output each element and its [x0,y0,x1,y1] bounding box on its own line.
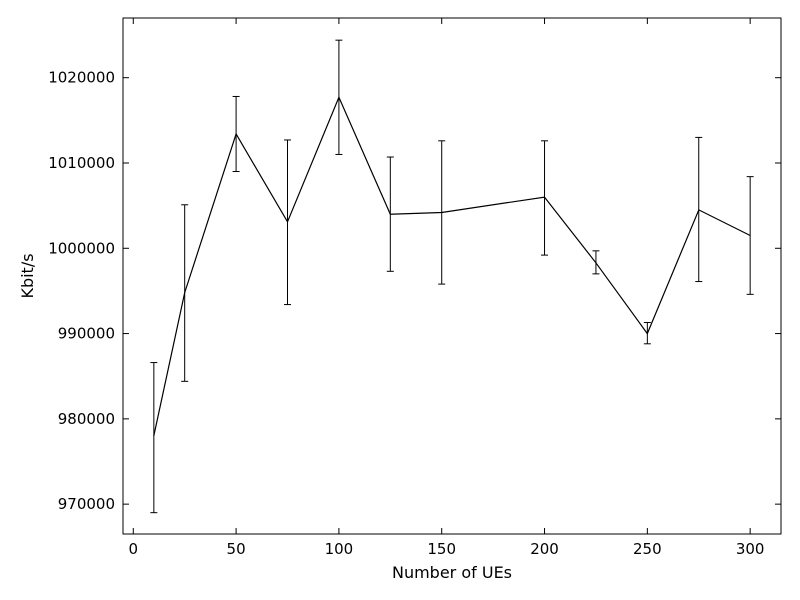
x-tick-label: 150 [427,540,456,558]
y-axis-title: Kbit/s [18,253,37,298]
series-line [153,95,751,437]
x-axis-title: Number of UEs [392,563,512,582]
y-tick-label: 990000 [58,325,115,343]
y-tick-label: 970000 [58,495,115,513]
x-tick-label: 200 [530,540,559,558]
y-tick-label: 980000 [58,410,115,428]
x-tick-label: 250 [633,540,662,558]
y-tick-label: 1020000 [48,69,115,87]
x-tick-label: 0 [129,540,139,558]
plot-frame [122,17,782,535]
axis-ticks: 0 50 100 150 200 250 300 970000 980000 990000 1000… [48,18,781,558]
x-tick-label: 50 [227,540,246,558]
y-tick-label: 1010000 [48,154,115,172]
x-tick-label: 100 [325,540,354,558]
y-tick-label: 1000000 [48,239,115,257]
x-tick-label: 300 [736,540,765,558]
chart-marks [150,39,754,514]
